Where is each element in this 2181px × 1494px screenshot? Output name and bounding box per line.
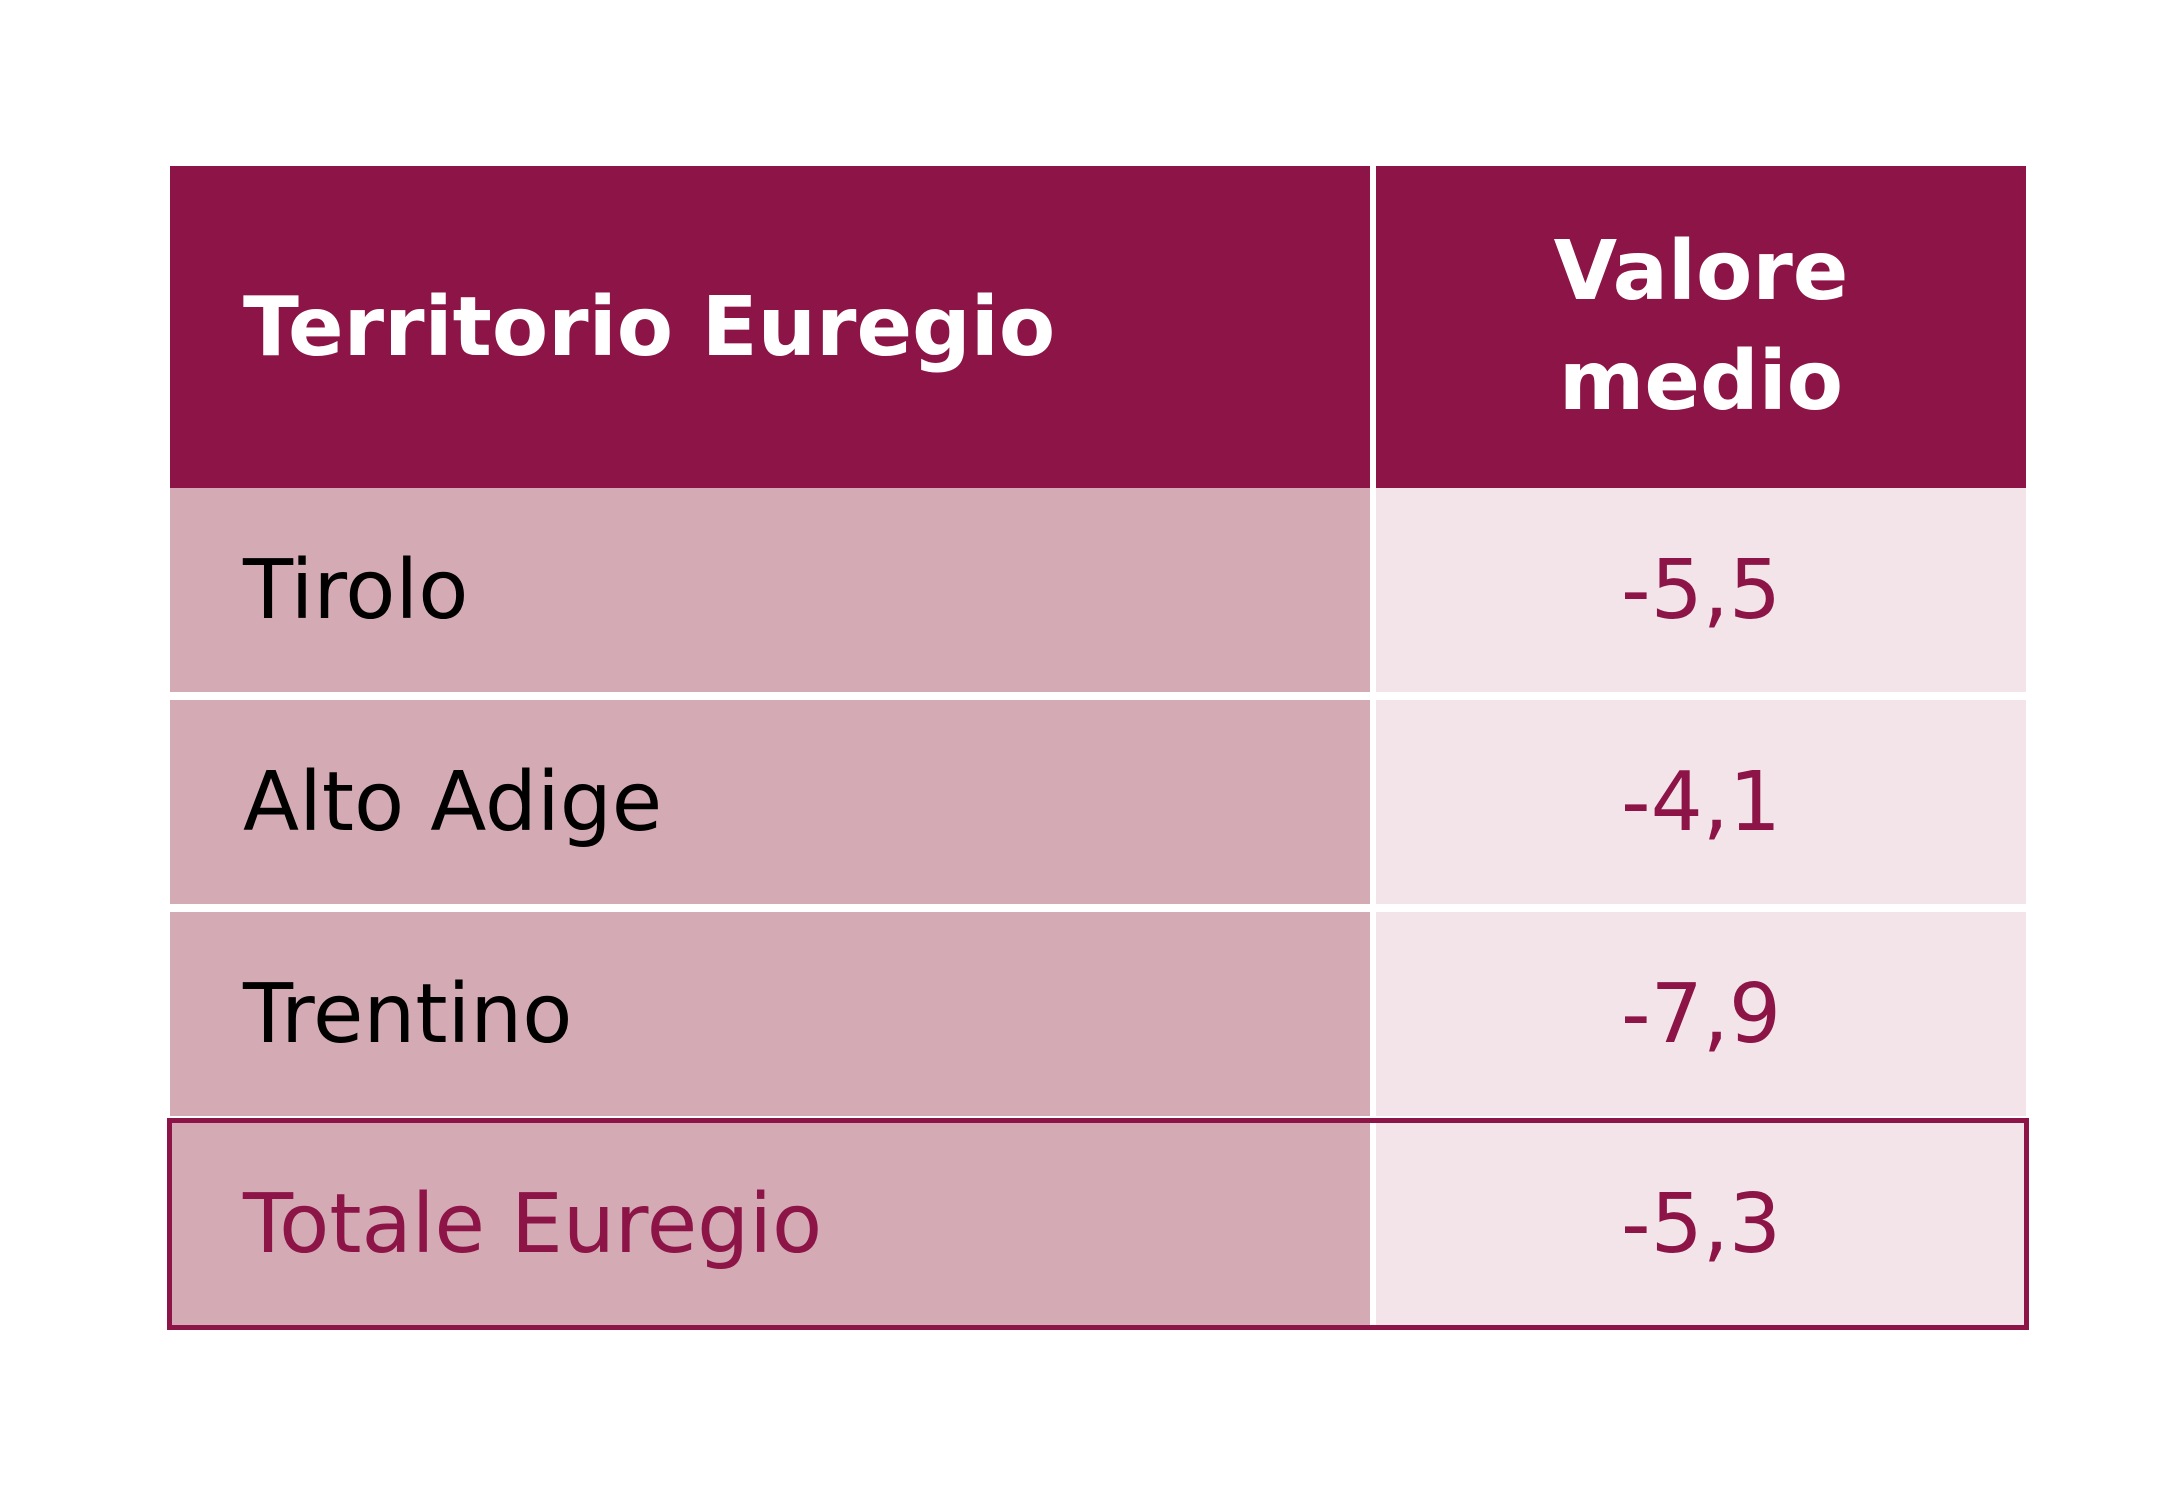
header-valore-line1: Valore	[1553, 224, 1849, 319]
row-label: Alto Adige	[170, 700, 1370, 904]
row-label: Tirolo	[170, 488, 1370, 692]
row-value-total: -5,3	[1376, 1118, 2026, 1330]
table-row: Tirolo -5,5	[170, 488, 2026, 692]
row-label-total: Totale Euregio	[170, 1118, 1370, 1330]
header-territorio: Territorio Euregio	[170, 166, 1370, 488]
row-value: -7,9	[1376, 912, 2026, 1116]
header-valore-medio: Valore medio	[1376, 166, 2026, 488]
data-table: Territorio Euregio Valore medio Tirolo -…	[167, 166, 2029, 1330]
table-row: Alto Adige -4,1	[170, 700, 2026, 904]
row-value: -5,5	[1376, 488, 2026, 692]
row-value: -4,1	[1376, 700, 2026, 904]
table-header-row: Territorio Euregio Valore medio	[170, 166, 2026, 488]
table-row: Trentino -7,9	[170, 912, 2026, 1116]
header-valore-line2: medio	[1558, 334, 1844, 429]
table-row-total: Totale Euregio -5,3	[167, 1118, 2029, 1330]
row-label: Trentino	[170, 912, 1370, 1116]
